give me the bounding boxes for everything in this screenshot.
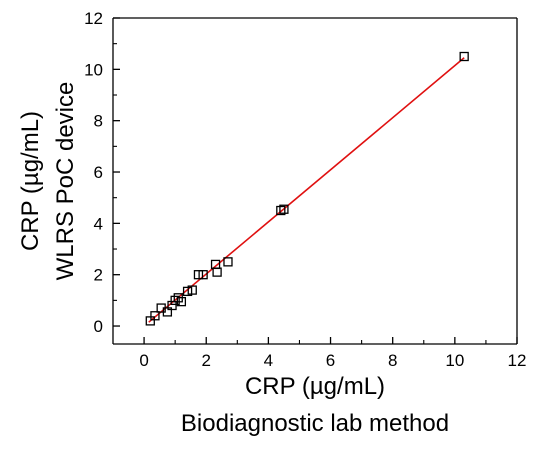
- y-axis-title-line-2: WLRS PoC device: [52, 82, 79, 281]
- x-tick-label: 6: [326, 351, 335, 370]
- x-tick-label: 4: [264, 351, 273, 370]
- y-axis-ticks: 0 2 4 6 8 10 12: [84, 9, 120, 336]
- x-tick-label: 12: [508, 351, 527, 370]
- y-tick-label: 0: [94, 317, 103, 336]
- y-tick-label: 8: [94, 112, 103, 131]
- data-point: [193, 270, 204, 280]
- data-point: [162, 307, 173, 317]
- x-tick-label: 2: [201, 351, 210, 370]
- y-tick-label: 12: [84, 9, 103, 28]
- y-tick-label: 6: [94, 163, 103, 182]
- x-tick-label: 8: [388, 351, 397, 370]
- data-point: [182, 286, 193, 297]
- x-tick-label: 0: [139, 351, 148, 370]
- data-point: [150, 311, 160, 321]
- y-axis-title-line-1: CRP (µg/mL): [17, 111, 44, 251]
- data-point: [187, 285, 197, 295]
- data-point: [279, 204, 289, 214]
- data-point: [212, 267, 222, 277]
- plot-frame: [112, 17, 518, 345]
- data-point: [170, 295, 180, 306]
- data-point: [167, 300, 177, 311]
- x-tick-label: 10: [445, 351, 464, 370]
- y-tick-label: 10: [84, 60, 103, 79]
- x-axis-title-line-1: CRP (µg/mL): [245, 373, 385, 400]
- data-point: [176, 296, 187, 307]
- data-point: [145, 316, 155, 326]
- y-tick-label: 2: [94, 266, 103, 285]
- data-point: [459, 51, 469, 62]
- fit-line-group: [148, 57, 465, 323]
- data-point: [276, 205, 286, 216]
- x-axis-title-line-2: Biodiagnostic lab method: [181, 410, 449, 437]
- data-point: [223, 257, 233, 267]
- data-point: [198, 270, 208, 280]
- x-axis-ticks: 0 2 4 6 8 10 12: [139, 337, 526, 370]
- data-points: [145, 51, 469, 326]
- y-tick-label: 4: [94, 214, 103, 233]
- fit-line: [148, 57, 465, 323]
